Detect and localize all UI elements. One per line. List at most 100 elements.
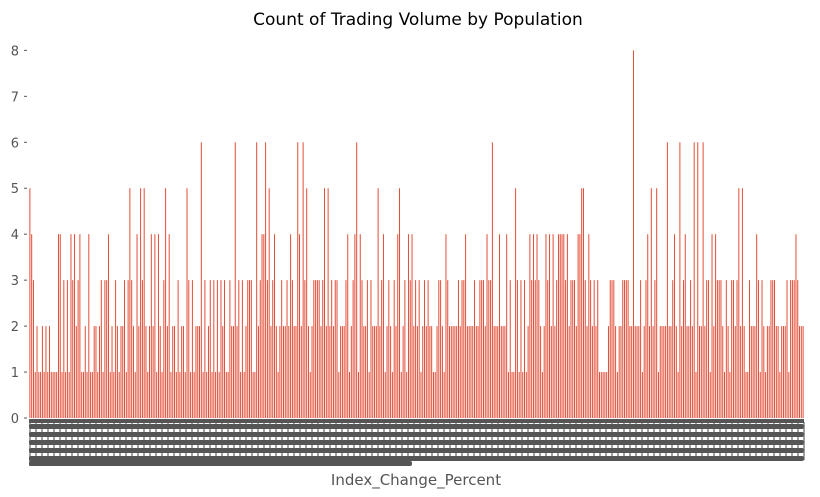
x-tick-label-hatch: [725, 422, 727, 460]
x-tick-label-hatch: [707, 422, 709, 460]
bar: [722, 326, 724, 418]
bar: [384, 372, 386, 418]
bar: [516, 280, 518, 418]
bar: [332, 326, 334, 418]
x-tick-label-hatch: [503, 422, 505, 460]
bar: [768, 326, 770, 418]
bar: [343, 326, 345, 418]
bar: [295, 326, 297, 418]
bar: [647, 234, 649, 418]
bar: [70, 234, 72, 418]
x-tick-label-hatch: [287, 422, 289, 466]
bar: [31, 234, 33, 418]
x-tick-label-hatch: [461, 422, 463, 460]
bar: [386, 326, 388, 418]
x-tick-label-hatch: [761, 422, 763, 460]
y-tick-label: 6: [11, 136, 19, 151]
bar: [622, 280, 624, 418]
bar: [695, 372, 697, 418]
bar: [291, 280, 293, 418]
bar: [440, 280, 442, 418]
bar: [472, 326, 474, 418]
bar: [704, 326, 706, 418]
bar: [777, 326, 779, 418]
bar: [752, 326, 754, 418]
bar: [745, 372, 747, 418]
bar: [131, 280, 133, 418]
x-tick-label-hatch: [773, 422, 775, 460]
bar: [431, 326, 433, 418]
bar: [588, 234, 590, 418]
bar: [34, 372, 36, 418]
bar: [518, 372, 520, 418]
bar: [32, 280, 34, 418]
bar: [341, 326, 343, 418]
bar: [168, 234, 170, 418]
bar: [329, 326, 331, 418]
bar: [506, 234, 508, 418]
x-tick-label-hatch: [161, 422, 163, 466]
bar: [757, 280, 759, 418]
bar: [802, 326, 804, 418]
x-tick-label-hatch: [329, 422, 331, 466]
bar: [706, 280, 708, 418]
bar: [263, 234, 265, 418]
bar: [265, 142, 267, 419]
bar: [29, 188, 31, 418]
bar: [597, 280, 599, 418]
x-tick-label-hatch: [359, 422, 361, 466]
bar: [145, 326, 147, 418]
bar: [716, 280, 718, 418]
bar: [204, 280, 206, 418]
x-tick-label-hatch: [785, 422, 787, 460]
x-tick-label-hatch: [185, 422, 187, 466]
bar: [306, 188, 308, 418]
bar: [424, 280, 426, 418]
bar: [707, 280, 709, 418]
bar: [641, 372, 643, 418]
bar: [800, 326, 802, 418]
bar: [132, 326, 134, 418]
x-tick-label-hatch: [365, 422, 367, 466]
x-tick-label-hatch: [203, 422, 205, 466]
x-tick-label-hatch: [245, 422, 247, 466]
bar: [97, 372, 99, 418]
bar: [640, 280, 642, 418]
bar: [602, 372, 604, 418]
bar: [184, 372, 186, 418]
bar: [586, 326, 588, 418]
bar: [422, 326, 424, 418]
bar: [172, 326, 174, 418]
bar: [382, 234, 384, 418]
bar: [320, 326, 322, 418]
x-tick-label-hatch: [449, 422, 451, 460]
bar: [402, 326, 404, 418]
x-tick-label-band: [29, 440, 804, 445]
bar: [584, 280, 586, 418]
bar: [143, 188, 145, 418]
x-tick-label-hatch: [89, 422, 91, 466]
bar: [347, 234, 349, 418]
bar: [711, 234, 713, 418]
x-tick-label-hatch: [119, 422, 121, 466]
bar: [299, 234, 301, 418]
bar: [606, 372, 608, 418]
x-tick-label-hatch: [371, 422, 373, 466]
bar: [657, 372, 659, 418]
bar: [645, 280, 647, 418]
bar: [427, 280, 429, 418]
y-tick-label: 7: [11, 90, 19, 105]
bar: [188, 280, 190, 418]
x-tick-label-hatch: [41, 422, 43, 466]
x-tick-label-hatch: [617, 422, 619, 460]
bar: [93, 326, 95, 418]
bar: [607, 326, 609, 418]
bar: [459, 326, 461, 418]
bar: [538, 280, 540, 418]
x-tick-label-hatch: [527, 422, 529, 460]
x-tick-label-hatch: [131, 422, 133, 466]
x-tick-label-hatch: [221, 422, 223, 466]
bar: [438, 280, 440, 418]
bar: [390, 326, 392, 418]
x-tick-label-hatch: [53, 422, 55, 466]
